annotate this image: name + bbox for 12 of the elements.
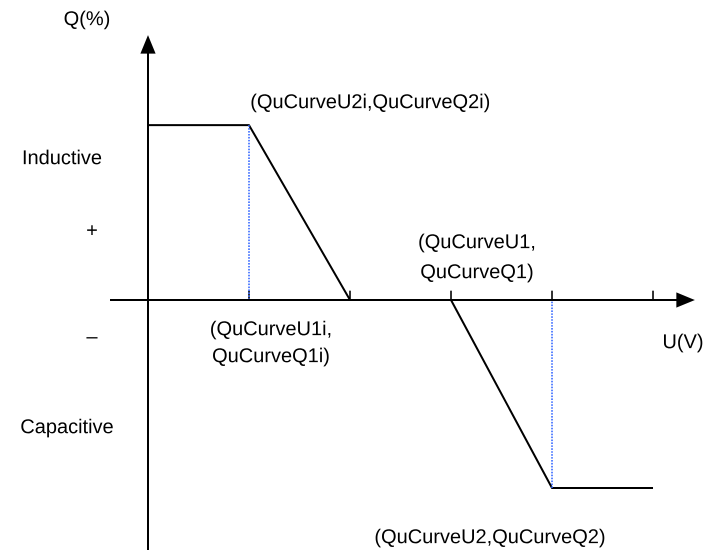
text: Inductive bbox=[24, 150, 102, 164]
text: + bbox=[87, 225, 97, 236]
annotation: Capacitive bbox=[21, 418, 113, 438]
annotation: QuCurveQ1i) bbox=[213, 348, 329, 366]
text: – bbox=[86, 337, 98, 338]
annotation: (QuCurveU1, bbox=[419, 234, 534, 252]
y-axis-title: Q(%) bbox=[64, 10, 110, 30]
text: (QuCurveU2i,QuCurveQ2i) bbox=[252, 94, 490, 112]
x-axis-title: U(V) bbox=[664, 334, 702, 352]
annotation: QuCurveQ1) bbox=[421, 264, 532, 282]
annotation: (QuCurveU1i, bbox=[211, 320, 330, 340]
text: (QuCurveU2,QuCurveQ2) bbox=[376, 528, 604, 548]
